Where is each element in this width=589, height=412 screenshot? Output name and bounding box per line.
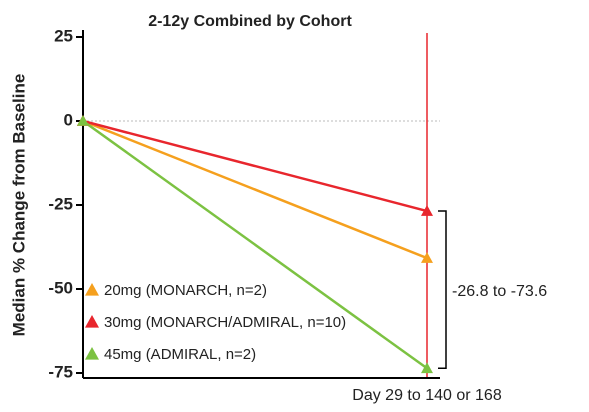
series-line <box>82 119 428 213</box>
marker <box>77 115 89 126</box>
legend-label: 30mg (MONARCH/ADMIRAL, n=10) <box>104 314 346 331</box>
legend-label: 20mg (MONARCH, n=2) <box>104 282 267 299</box>
chart-title: 2-12y Combined by Cohort <box>148 13 352 30</box>
marker <box>421 252 433 263</box>
legend-label: 45mg (ADMIRAL, n=2) <box>104 346 256 363</box>
legend-marker <box>85 283 99 296</box>
annotation: -26.8 to -73.6 <box>452 283 547 300</box>
legend-marker <box>85 315 99 328</box>
y-tick-label: 25 <box>54 26 73 45</box>
series-line <box>82 119 428 260</box>
series-line <box>82 119 428 370</box>
y-tick-label: -25 <box>48 194 73 213</box>
legend-marker <box>85 347 99 360</box>
marker <box>421 205 433 216</box>
x-tick-label: Day 29 to 140 or 168 <box>352 387 502 404</box>
marker <box>421 362 433 374</box>
bracket <box>438 210 447 370</box>
y-tick-label: -50 <box>48 278 73 297</box>
y-axis-label: Median % Change from Baseline <box>9 74 28 337</box>
y-tick-label: -75 <box>48 362 73 381</box>
y-tick-label: 0 <box>64 110 73 129</box>
